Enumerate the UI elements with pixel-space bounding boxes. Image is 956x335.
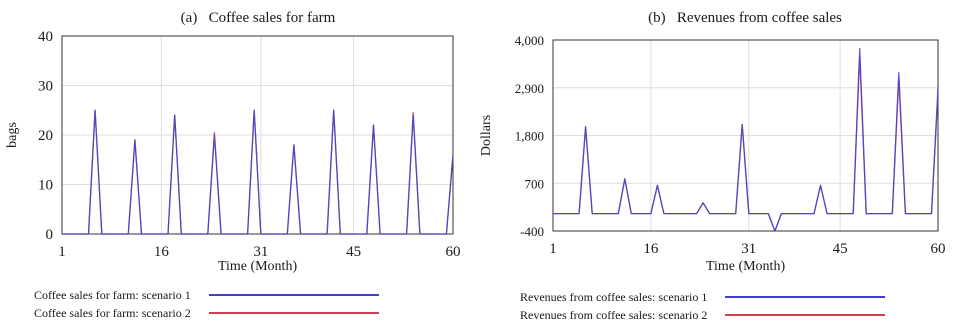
y-tick-label: 10 — [38, 178, 53, 194]
legend-swatch — [725, 296, 886, 298]
x-tick-label: 60 — [446, 244, 461, 260]
y-tick-label: 0 — [46, 227, 54, 243]
x-tick-label: 60 — [931, 241, 946, 257]
legend-entry-scenario-1: Revenues from coffee sales: scenario 1 — [520, 288, 886, 306]
y-tick-label: 700 — [525, 176, 545, 191]
legend-a: Coffee sales for farm: scenario 1 Coffee … — [34, 286, 379, 322]
legend-label: Coffee sales for farm: scenario 1 — [34, 287, 191, 302]
y-tick-label: 40 — [38, 29, 53, 45]
x-axis-label: Time (Month) — [706, 259, 786, 274]
legend-label: Coffee sales for farm: scenario 2 — [34, 305, 191, 320]
plot-frame — [61, 35, 454, 235]
series-line-scenario-1 — [62, 109, 454, 235]
y-axis-label: bags — [5, 122, 20, 148]
y-axis-label: Dollars — [479, 115, 494, 156]
plot-frame — [552, 39, 939, 232]
x-tick-label: 31 — [741, 241, 756, 257]
legend-label: Revenues from coffee sales: scenario 1 — [520, 289, 708, 304]
chart-title: (b) Revenues from coffee sales — [648, 10, 842, 26]
legend-entry-scenario-2: Revenues from coffee sales: scenario 2 — [520, 306, 886, 324]
y-tick-label: -400 — [520, 224, 544, 239]
legend-swatch — [725, 314, 886, 316]
y-tick-label: 30 — [38, 79, 53, 95]
y-tick-label: 2,900 — [515, 81, 544, 96]
legend-b: Revenues from coffee sales: scenario 1 Re… — [520, 288, 886, 324]
x-tick-label: 31 — [253, 244, 268, 260]
legend-entry-scenario-1: Coffee sales for farm: scenario 1 — [34, 286, 379, 304]
chart-title: (a) Coffee sales for farm — [181, 10, 336, 26]
chart-b: 1 16 31 45 60 -400 700 1,800 2,900 4,000 (b) Reven… — [479, 10, 946, 274]
x-tick-label: 16 — [643, 241, 659, 257]
series-line-scenario-1 — [553, 48, 939, 232]
series-line-scenario-2 — [553, 56, 939, 232]
chart-a: 1 16 31 45 60 0 10 20 30 40 (a) Coffee sales for f… — [5, 10, 461, 274]
x-tick-label: 45 — [346, 244, 361, 260]
y-tick-label: 4,000 — [515, 33, 544, 48]
x-tick-label: 16 — [154, 244, 170, 260]
x-tick-label: 45 — [833, 241, 848, 257]
legend-entry-scenario-2: Coffee sales for farm: scenario 2 — [34, 304, 379, 322]
y-tick-label: 1,800 — [515, 129, 544, 144]
x-axis-label: Time (Month) — [218, 259, 298, 274]
legend-label: Revenues from coffee sales: scenario 2 — [520, 307, 708, 322]
x-tick-label: 1 — [549, 241, 557, 257]
x-tick-label: 1 — [58, 244, 66, 260]
legend-swatch — [208, 294, 379, 296]
y-tick-label: 20 — [38, 128, 53, 144]
legend-swatch — [208, 312, 379, 314]
